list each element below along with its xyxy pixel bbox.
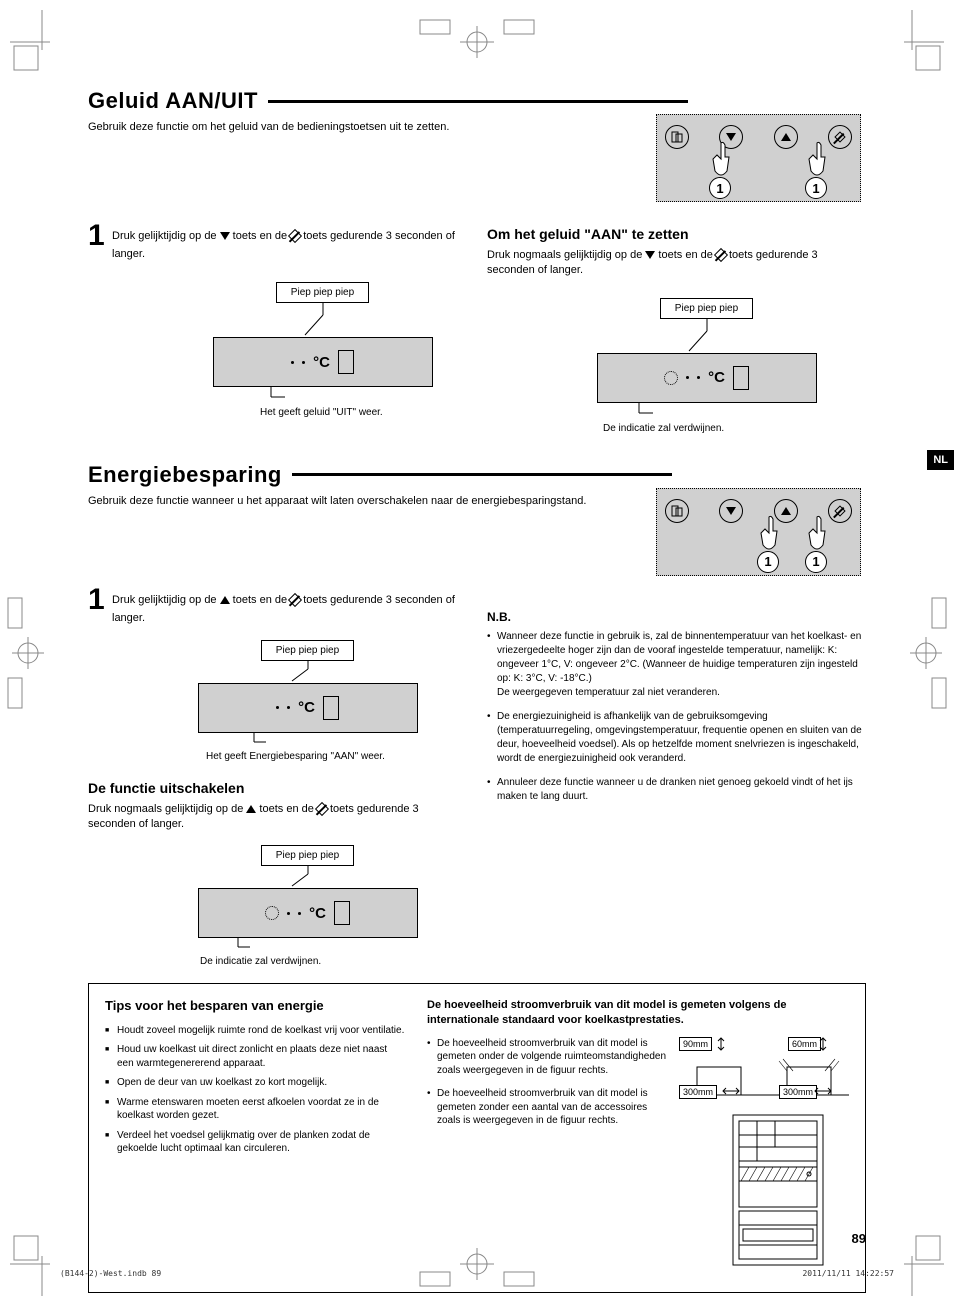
diamond-icon: [828, 499, 852, 523]
step-number: 1: [88, 224, 105, 248]
cancel-head: De functie uitschakelen: [88, 780, 467, 796]
tips-right-item: De hoeveelheid stroomverbruik van dit mo…: [427, 1037, 667, 1078]
connector-line: [687, 319, 727, 353]
degc-label: °C: [298, 699, 315, 716]
nb-item: Annuleer deze functie wanneer u de drank…: [487, 776, 866, 804]
control-panel-1: 1 1: [656, 114, 866, 202]
tips-item: Verdeel het voedsel gelijkmatig over de …: [105, 1129, 405, 1156]
down-icon: [719, 499, 743, 523]
arrow-icon: [721, 1085, 741, 1097]
footer-right: 2011/11/11 14:22:57: [802, 1269, 894, 1278]
caption-pointer: [198, 938, 418, 952]
nb-item: Wanneer deze functie in gebruik is, zal …: [487, 630, 866, 700]
dim-label: 90mm: [679, 1037, 712, 1051]
tips-item: Houdt zoveel mogelijk ruimte rond de koe…: [105, 1024, 405, 1038]
tips-right-item: De hoeveelheid stroomverbruik van dit mo…: [427, 1087, 667, 1128]
arrow-icon: [819, 1036, 835, 1052]
page-number: 89: [852, 1231, 866, 1246]
diamond-icon: [828, 125, 852, 149]
tips-item: Warme etenswaren moeten eerst afkoelen v…: [105, 1096, 405, 1123]
page-content: Geluid AAN/UIT Gebruik deze functie om h…: [88, 88, 866, 1293]
dim-label: 300mm: [679, 1085, 717, 1099]
footer-left: (B144-2)-West.indb 89: [60, 1269, 161, 1278]
dim-label: 300mm: [779, 1085, 817, 1099]
step-number: 1: [88, 588, 105, 612]
display-panel: °C: [597, 353, 817, 403]
section2-title: Energiebesparing: [88, 462, 282, 488]
nb-list: Wanneer deze functie in gebruik is, zal …: [487, 630, 866, 804]
control-panel-2: 1 1: [656, 488, 866, 576]
caption-pointer: [597, 403, 817, 419]
caption: Het geeft Energiebesparing "AAN" weer.: [148, 751, 385, 762]
section2-step: 1 Druk gelijktijdig op de toets en de to…: [88, 590, 467, 626]
language-tab: NL: [927, 450, 954, 470]
degc-label: °C: [309, 905, 326, 922]
section2-intro: Gebruik deze functie wanneer u het appar…: [88, 494, 636, 509]
tips-right-head: De hoeveelheid stroomverbruik van dit mo…: [427, 998, 849, 1027]
display-panel: °C: [198, 888, 418, 938]
caption: Het geeft geluid "UIT" weer.: [188, 407, 383, 418]
finger-icon: [707, 141, 735, 181]
tips-list: Houdt zoveel mogelijk ruimte rond de koe…: [105, 1024, 405, 1156]
up-icon: [774, 125, 798, 149]
beep-label: Piep piep piep: [660, 298, 753, 319]
text: toets en de: [230, 230, 291, 242]
finger-icon: [755, 515, 783, 555]
section2-title-row: Energiebesparing: [88, 462, 866, 488]
section1-intro: Gebruik deze functie om het geluid van d…: [88, 120, 636, 135]
caption-pointer: [213, 387, 433, 403]
section1-right-text: Druk nogmaals gelijktijdig op de toets e…: [487, 248, 866, 278]
display-panel: °C: [198, 683, 418, 733]
section1-title: Geluid AAN/UIT: [88, 88, 258, 114]
beep-label: Piep piep piep: [276, 282, 369, 303]
rule: [292, 473, 672, 476]
connector: [288, 866, 328, 888]
nb-heading: N.B.: [487, 610, 866, 624]
connector: [288, 661, 328, 683]
press-num: 1: [757, 551, 779, 573]
section1-right-head: Om het geluid "AAN" te zetten: [487, 226, 866, 242]
cancel-text: Druk nogmaals gelijktijdig op de toets e…: [88, 802, 467, 832]
rule: [268, 100, 688, 103]
caption-pointer: [198, 733, 418, 747]
connector-line: [303, 303, 343, 337]
press-num-1: 1: [709, 177, 731, 199]
tips-box: Tips voor het besparen van energie Houdt…: [88, 983, 866, 1293]
nb-item: De energiezuinigheid is afhankelijk van …: [487, 710, 866, 766]
text: Druk gelijktijdig op de: [112, 230, 220, 242]
press-num-2: 1: [805, 177, 827, 199]
clearance-diagram: 90mm 60mm 300mm: [679, 1037, 849, 1276]
tips-item: Houd uw koelkast uit direct zonlicht en …: [105, 1043, 405, 1070]
tips-right-list: De hoeveelheid stroomverbruik van dit mo…: [427, 1037, 667, 1276]
fridge-svg: [729, 1111, 829, 1271]
press-num: 1: [805, 551, 827, 573]
mode-icon: [665, 499, 689, 523]
caption: De indicatie zal verdwijnen.: [148, 956, 321, 967]
mode-icon: [665, 125, 689, 149]
beep-label: Piep piep piep: [261, 845, 354, 866]
degc-label: °C: [313, 354, 330, 371]
arrow-icon: [717, 1036, 733, 1052]
section1-title-row: Geluid AAN/UIT: [88, 88, 866, 114]
beep-label: Piep piep piep: [261, 640, 354, 661]
finger-icon: [803, 141, 831, 181]
arrow-icon: [813, 1085, 833, 1097]
tips-item: Open de deur van uw koelkast zo kort mog…: [105, 1076, 405, 1090]
section1-step: 1 Druk gelijktijdig op de toets en de to…: [88, 226, 467, 262]
display-panel: °C: [213, 337, 433, 387]
dim-label: 60mm: [788, 1037, 821, 1051]
caption: De indicatie zal verdwijnen.: [547, 423, 724, 434]
tips-title: Tips voor het besparen van energie: [105, 998, 405, 1014]
degc-label: °C: [708, 369, 725, 386]
finger-icon: [803, 515, 831, 555]
